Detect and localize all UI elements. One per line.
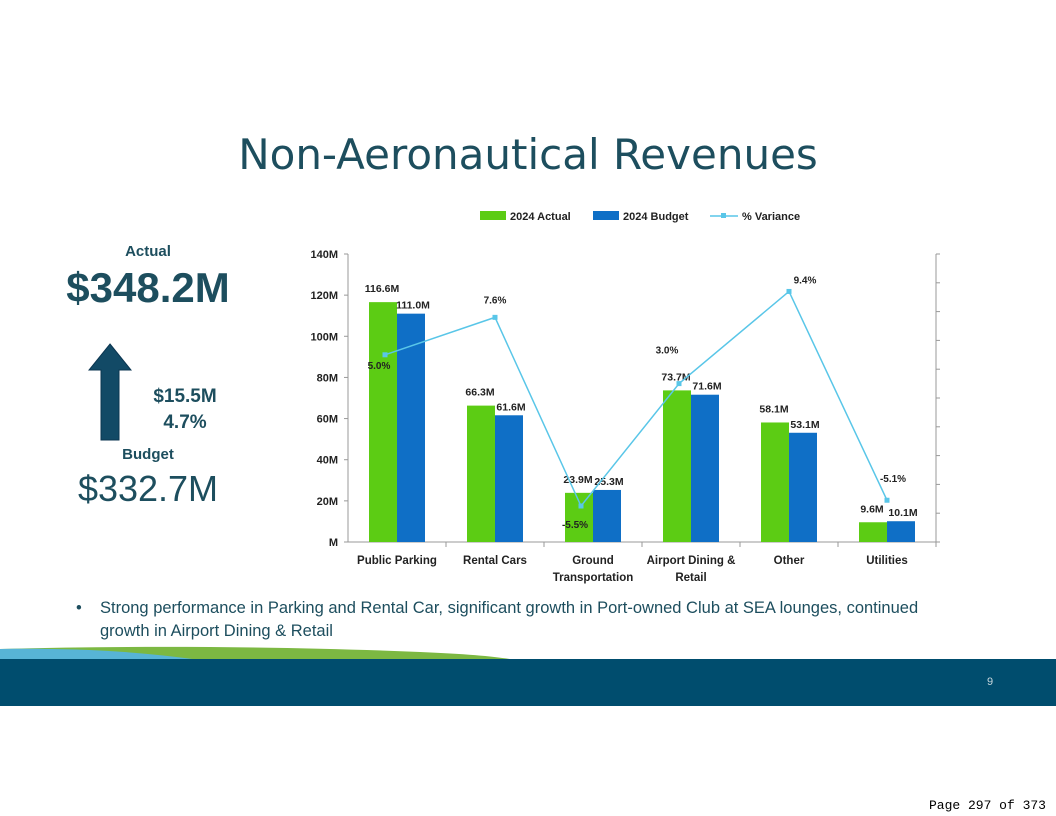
variance-point: [492, 314, 498, 320]
bar-actual-label: 116.6M: [365, 283, 400, 295]
variance-label: 5.0%: [368, 361, 391, 372]
legend-swatch-1: [593, 211, 619, 220]
category-label: Ground: [572, 555, 614, 567]
category-label: Transportation: [553, 572, 634, 584]
category-label: Retail: [675, 572, 706, 584]
bar-budget-label: 10.1M: [888, 507, 917, 519]
page-footer: Page 297 of 373: [928, 798, 1046, 813]
category-label: Public Parking: [357, 555, 437, 567]
actual-value: $348.2M: [66, 264, 230, 311]
revenue-chart: 2024 Actual 2024 Budget % Variance M 20M 40M 6…: [310, 211, 940, 584]
bar-budget: [691, 394, 719, 542]
bar-budget-label: 25.3M: [594, 476, 623, 488]
variance-label: -5.1%: [880, 474, 906, 485]
bar-budget-label: 53.1M: [790, 419, 819, 431]
legend-label-0: 2024 Actual: [510, 211, 571, 223]
bar-budget: [495, 415, 523, 542]
slide-number: 9: [986, 676, 994, 688]
bar-actual: [663, 390, 691, 542]
up-arrow-icon: [88, 343, 132, 441]
variance-label: 3.0%: [656, 346, 679, 357]
variance-percent: 4.7%: [163, 412, 207, 433]
bar-actual: [369, 302, 397, 542]
bar-actual: [761, 422, 789, 542]
y-tick-label: M: [329, 537, 338, 549]
category-label: Airport Dining &: [647, 555, 736, 567]
category-label: Other: [774, 555, 805, 567]
y-tick-label: 60M: [317, 414, 338, 426]
bar-budget: [593, 489, 621, 542]
legend-label-2: % Variance: [742, 211, 800, 223]
legend-swatch-0: [480, 211, 506, 220]
variance-point: [676, 381, 682, 387]
variance-amount: $15.5M: [153, 386, 217, 407]
variance-point: [786, 288, 792, 294]
bar-budget: [789, 432, 817, 542]
budget-label: Budget: [122, 446, 174, 463]
bullet-text: Strong performance in Parking and Rental…: [100, 599, 919, 640]
footer-band: [0, 646, 1056, 706]
bar-actual: [467, 405, 495, 542]
bar-actual: [859, 522, 887, 542]
slide-title: Non-Aeronautical Revenues: [238, 130, 818, 179]
bullet-dot-icon: •: [76, 599, 82, 617]
variance-point: [884, 497, 890, 503]
variance-label: 9.4%: [794, 275, 817, 286]
bar-budget-label: 71.6M: [692, 381, 721, 393]
variance-point: [382, 352, 388, 358]
variance-point: [578, 503, 584, 509]
category-label: Utilities: [866, 555, 908, 567]
bar-actual-label: 9.6M: [860, 503, 884, 515]
legend-label-1: 2024 Budget: [623, 211, 689, 223]
variance-label: 7.6%: [484, 295, 507, 306]
actual-label: Actual: [125, 243, 171, 260]
y-tick-label: 120M: [310, 290, 338, 302]
y-tick-label: 140M: [310, 249, 338, 261]
y-tick-label: 100M: [310, 331, 338, 343]
bar-budget: [887, 521, 915, 542]
variance-line: [384, 290, 888, 508]
bar-budget-label: 61.6M: [496, 401, 525, 413]
bar-actual-label: 58.1M: [759, 403, 788, 415]
budget-value: $332.7M: [77, 468, 219, 509]
bar-budget: [397, 313, 425, 542]
y-tick-label: 80M: [317, 372, 338, 384]
bar-actual-label: 66.3M: [465, 387, 494, 399]
variance-label: -5.5%: [562, 520, 588, 531]
variance-block: $15.5M 4.7%: [140, 384, 230, 436]
category-label: Rental Cars: [463, 555, 527, 567]
y-tick-label: 20M: [317, 496, 338, 508]
legend-marker-swatch: [721, 213, 726, 218]
y-tick-label: 40M: [317, 455, 338, 467]
bar-budget-label: 111.0M: [396, 300, 430, 312]
